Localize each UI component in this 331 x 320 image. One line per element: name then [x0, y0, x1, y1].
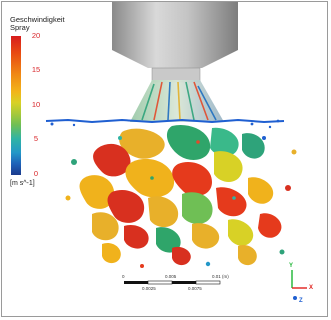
- spray-visualization: [45, 2, 307, 300]
- figure-frame: Geschwindigkeit Spray 20 15 10 5 0 [m s^…: [1, 1, 328, 317]
- legend-tick: 20: [31, 31, 41, 40]
- scale-bar: [124, 280, 221, 285]
- spray-droplet-cloud: [65, 124, 297, 268]
- axis-z-label: Z: [299, 298, 303, 304]
- spray-cone-streaks: [141, 81, 217, 121]
- scale-label-bottom: 0.0025: [142, 286, 156, 291]
- legend-tick: 5: [33, 134, 39, 143]
- nozzle-taper: [112, 50, 238, 68]
- legend-title-line1: Geschwindigkeit: [10, 15, 65, 24]
- legend-unit: [m s^-1]: [10, 180, 35, 187]
- scale-label-top: 0.005: [165, 274, 177, 279]
- liquid-sheet: [45, 118, 285, 124]
- nozzle-cylinder: [112, 2, 238, 50]
- legend-title-line2: Spray: [10, 23, 30, 32]
- legend-tick: 0: [33, 169, 39, 178]
- legend-colorbar: [11, 36, 21, 175]
- legend-tick: 15: [31, 65, 41, 74]
- legend-tick: 10: [31, 100, 41, 109]
- legend-title: Geschwindigkeit Spray: [10, 16, 65, 32]
- axis-y-label: Y: [289, 263, 294, 269]
- nozzle-outlet: [151, 67, 201, 83]
- scale-label-top: 0.01 (m): [212, 274, 229, 279]
- axis-x-label: X: [309, 285, 314, 291]
- scale-label-top: 0: [122, 274, 125, 279]
- sheet-droplets: [50, 119, 280, 129]
- scale-label-bottom: 0.0075: [188, 286, 202, 291]
- axis-triad: [291, 270, 307, 300]
